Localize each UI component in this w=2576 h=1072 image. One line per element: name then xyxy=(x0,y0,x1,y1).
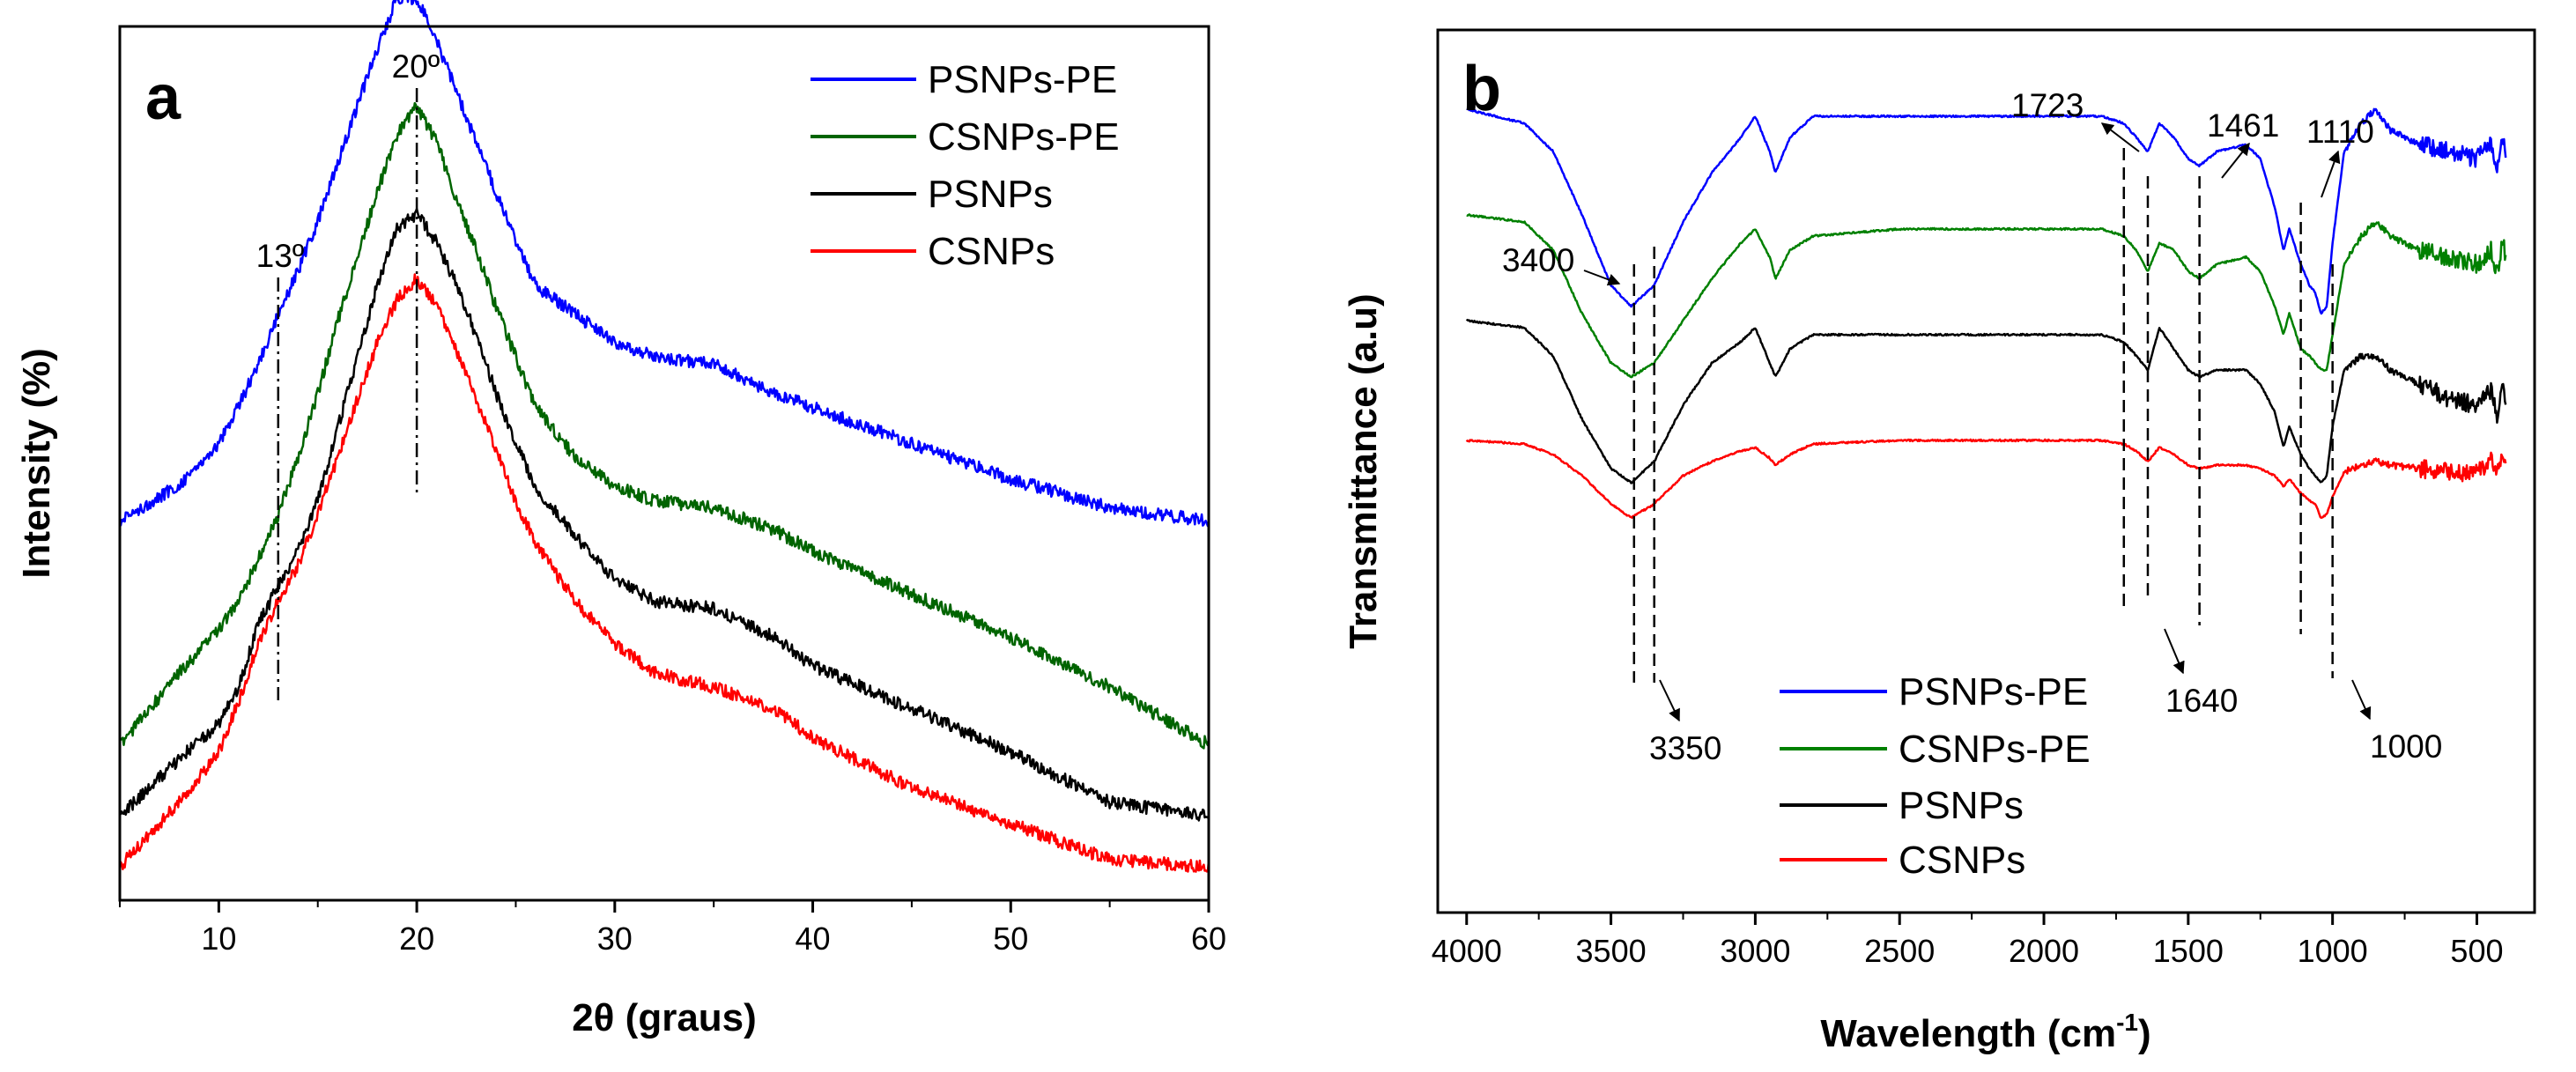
series-line-csnps xyxy=(119,273,1210,873)
panel-a-xrd-chart: 10 20 30 40 50 60 a 13º 20º PSNPs-PE CSNPs-PE… xyxy=(15,0,1226,1039)
panel-b-x-axis-title-text: Wavelength (cm xyxy=(1820,1012,2116,1055)
legend-label-psnps-pe: PSNPs-PE xyxy=(928,58,1117,101)
panel-b-x-tick-label-1500: 1500 xyxy=(2153,933,2224,969)
series-line-csnps-pe xyxy=(119,101,1210,750)
band-label-1461: 1461 xyxy=(2207,107,2279,144)
panel-b-x-tick-label-2000: 2000 xyxy=(2009,933,2079,969)
panel-b-x-tick-label-1000: 1000 xyxy=(2298,933,2368,969)
series-line-psnps-pe xyxy=(1466,107,2507,315)
panel-b-annotations: 3400 3350 1723 1640 1461 1110 1000 xyxy=(1502,87,2442,766)
legend-label-psnps-pe: PSNPs-PE xyxy=(1899,670,2088,713)
band-label-3350: 3350 xyxy=(1649,730,1721,766)
band-arrow-1461 xyxy=(2221,142,2250,179)
peak-label-13: 13º xyxy=(256,238,305,274)
panel-a-x-tick-label-20: 20 xyxy=(399,920,434,957)
panel-b-x-tick-label-2500: 2500 xyxy=(1864,933,1935,969)
legend-label-csnps: CSNPs xyxy=(928,230,1055,273)
panel-a-x-axis-title: 2θ (graus) xyxy=(572,996,757,1039)
legend-label-csnps-pe: CSNPs-PE xyxy=(1899,728,2091,771)
band-arrow-1000 xyxy=(2351,679,2372,721)
band-arrow-1723 xyxy=(2100,122,2140,152)
peak-label-20: 20º xyxy=(392,48,440,85)
panel-b-x-axis: 4000 3500 3000 2500 2000 1500 1000 500 xyxy=(1432,913,2504,969)
panel-b-letter: b xyxy=(1462,54,1501,124)
band-arrow-1640 xyxy=(2164,628,2185,675)
panel-b-x-tick-label-4000: 4000 xyxy=(1432,933,1502,969)
panel-a-legend: PSNPs-PE CSNPs-PE PSNPs CSNPs xyxy=(811,58,1120,273)
panel-a-x-tick-label-10: 10 xyxy=(201,920,236,957)
panel-a-x-tick-label-30: 30 xyxy=(597,920,633,957)
panel-b-x-tick-label-500: 500 xyxy=(2450,933,2503,969)
panel-b-y-axis-title: Transmittance (a.u) xyxy=(1342,293,1385,648)
panel-a-plot-area xyxy=(118,0,1210,873)
legend-label-csnps-pe: CSNPs-PE xyxy=(928,115,1120,159)
series-line-psnps xyxy=(119,207,1210,822)
band-arrow-1110 xyxy=(2321,150,2341,198)
legend-label-psnps: PSNPs xyxy=(1899,784,2024,827)
band-arrow-3400 xyxy=(1583,270,1621,286)
band-label-1723: 1723 xyxy=(2011,87,2084,123)
panel-a-peak-guides xyxy=(277,88,418,700)
panel-a-x-axis: 10 20 30 40 50 60 xyxy=(119,900,1226,957)
legend-label-csnps: CSNPs xyxy=(1899,839,2025,882)
band-label-1000: 1000 xyxy=(2370,728,2442,765)
panel-b-x-axis-title: Wavelength (cm-1) xyxy=(1820,1009,2150,1055)
panel-a-x-tick-label-50: 50 xyxy=(993,920,1028,957)
band-label-3400: 3400 xyxy=(1502,242,1574,278)
panel-a-y-axis-title: Intensity (%) xyxy=(15,348,58,579)
panel-b-x-tick-label-3000: 3000 xyxy=(1720,933,1790,969)
panel-b-band-guides xyxy=(1632,148,2334,683)
panel-a-x-tick-label-60: 60 xyxy=(1191,920,1226,957)
band-arrow-3350 xyxy=(1659,679,1680,722)
panel-b-x-axis-title-close: ) xyxy=(2138,1012,2151,1055)
panel-b-ftir-chart: 4000 3500 3000 2500 2000 1500 1000 500 b 3400 3… xyxy=(1342,28,2536,1055)
band-label-1110: 1110 xyxy=(2306,114,2374,150)
panel-b-x-axis-title-superscript: -1 xyxy=(2116,1009,2138,1036)
panel-b-x-tick-label-3500: 3500 xyxy=(1576,933,1647,969)
panel-b-legend: PSNPs-PE CSNPs-PE PSNPs CSNPs xyxy=(1780,670,2091,882)
band-label-1640: 1640 xyxy=(2165,683,2238,719)
series-line-csnps xyxy=(1465,438,2507,520)
series-line-psnps-pe xyxy=(118,0,1210,529)
panel-a-letter: a xyxy=(145,63,181,133)
legend-label-psnps: PSNPs xyxy=(928,173,1053,216)
panel-b-axes-frame xyxy=(1436,28,2536,914)
panel-a-x-tick-label-40: 40 xyxy=(796,920,831,957)
panel-a-axes-frame xyxy=(118,25,1210,902)
